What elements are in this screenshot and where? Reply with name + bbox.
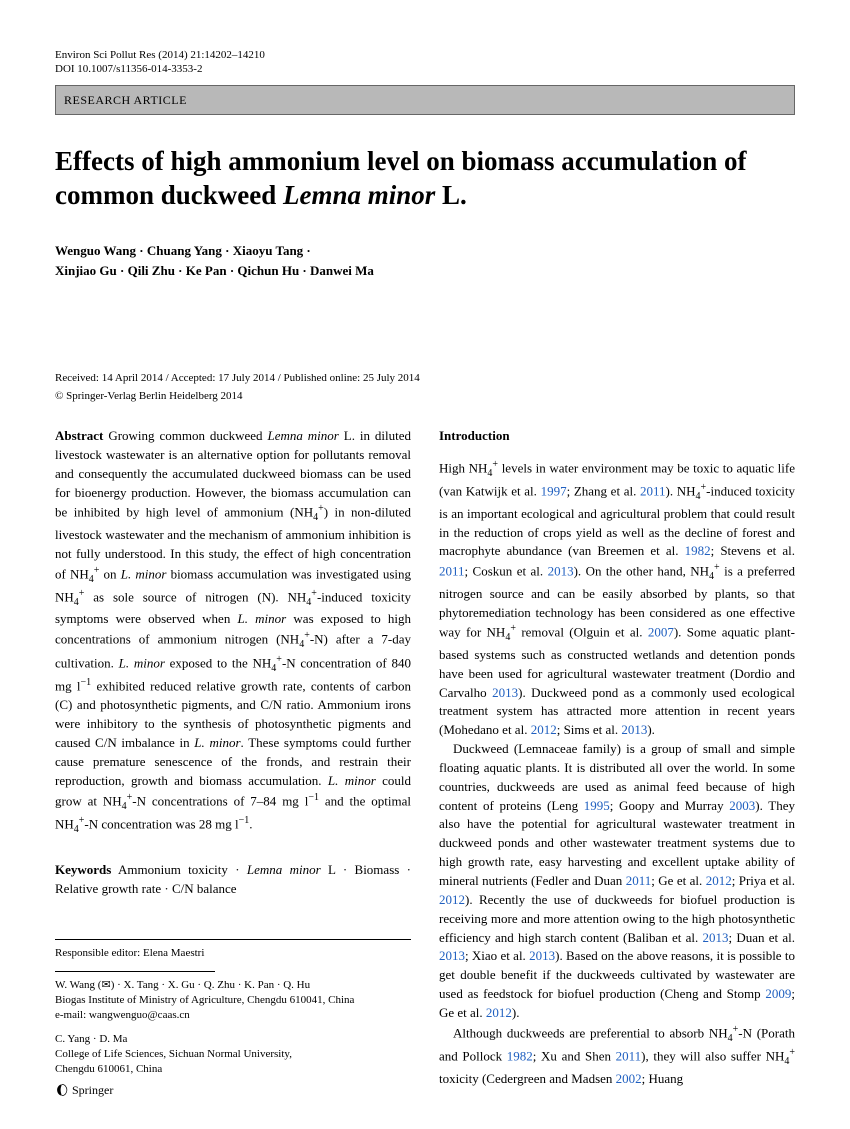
doi: DOI 10.1007/s11356-014-3353-2	[55, 62, 795, 76]
intro-paragraph-1: High NH4+ levels in water environment ma…	[439, 458, 795, 740]
journal-citation: Environ Sci Pollut Res (2014) 21:14202–1…	[55, 48, 795, 62]
left-column: Abstract Growing common duckweed Lemna m…	[55, 427, 411, 1088]
keywords-section: Keywords Ammonium toxicity · Lemna minor…	[55, 861, 411, 899]
article-title: Effects of high ammonium level on biomas…	[55, 145, 795, 213]
author-affiliations: Responsible editor: Elena Maestri W. Wan…	[55, 939, 411, 1077]
publisher-logo: Springer	[55, 1082, 113, 1099]
abstract-text: Abstract Growing common duckweed Lemna m…	[55, 427, 411, 837]
right-column: Introduction High NH4+ levels in water e…	[439, 427, 795, 1088]
author-list: Wenguo Wang · Chuang Yang · Xiaoyu Tang …	[55, 241, 795, 281]
intro-paragraph-2: Duckweed (Lemnaceae family) is a group o…	[439, 740, 795, 1023]
springer-icon	[55, 1083, 69, 1097]
copyright-notice: © Springer-Verlag Berlin Heidelberg 2014	[55, 389, 795, 405]
article-type-bar: RESEARCH ARTICLE	[55, 85, 795, 116]
article-type: RESEARCH ARTICLE	[64, 93, 187, 107]
intro-paragraph-3: Although duckweeds are preferential to a…	[439, 1023, 795, 1089]
page-header: Environ Sci Pollut Res (2014) 21:14202–1…	[55, 48, 795, 77]
publication-dates: Received: 14 April 2014 / Accepted: 17 J…	[55, 371, 795, 387]
responsible-editor: Responsible editor: Elena Maestri	[55, 946, 411, 961]
intro-heading: Introduction	[439, 427, 795, 446]
